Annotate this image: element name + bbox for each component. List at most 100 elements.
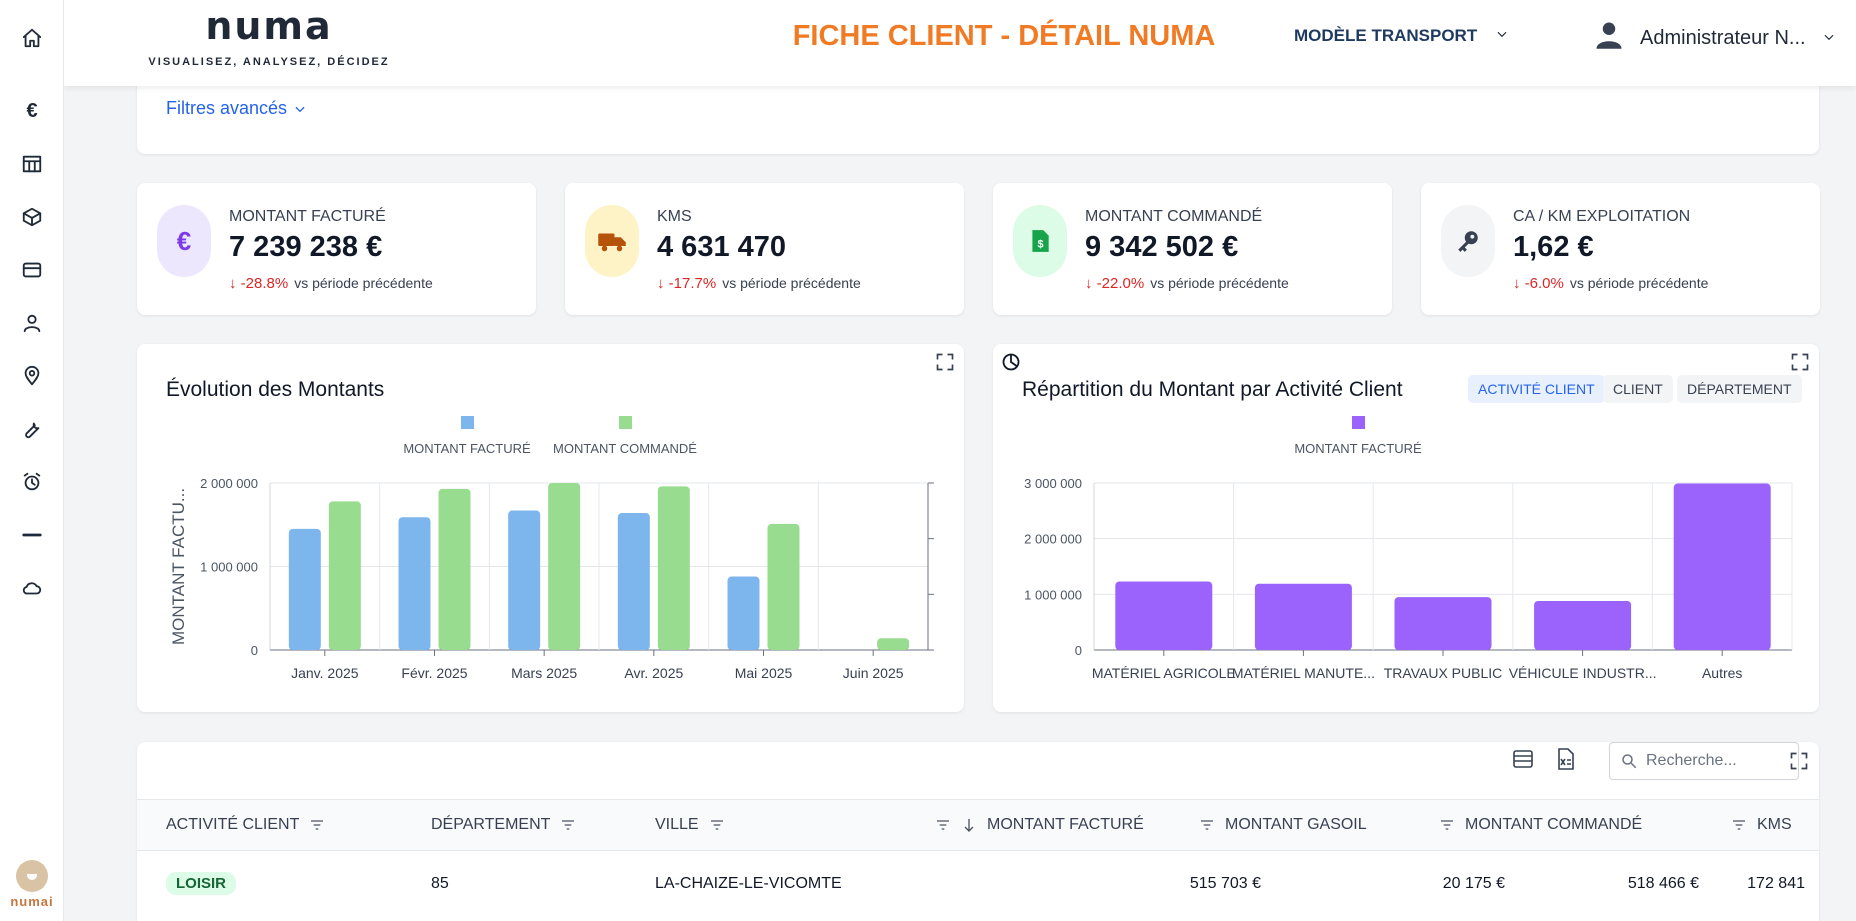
cell-departement: 85: [431, 875, 449, 892]
logo-word: numa: [205, 4, 333, 48]
chevron-down-icon: [1822, 27, 1836, 50]
page-title: FICHE CLIENT - DÉTAIL NUMA: [792, 20, 1216, 52]
advanced-filters-label: Filtres avancés: [166, 98, 288, 118]
kpi-value: 9 342 502 €: [1085, 231, 1239, 263]
euro-icon: €: [157, 205, 211, 277]
kpi-label: KMS: [657, 208, 692, 225]
chip-activite-client[interactable]: ACTIVITÉ CLIENT: [1468, 375, 1605, 403]
search-input[interactable]: [1646, 752, 1786, 770]
euro-icon[interactable]: €: [26, 99, 38, 122]
col-label: MONTANT GASOIL: [1225, 816, 1367, 833]
expand-icon[interactable]: [935, 352, 955, 372]
chip-departement[interactable]: DÉPARTEMENT: [1677, 375, 1802, 403]
legend-item-facture[interactable]: MONTANT FACTURÉ: [397, 416, 537, 456]
legend-swatch: [1351, 416, 1365, 429]
home-icon[interactable]: [14, 20, 50, 56]
expand-icon[interactable]: [1790, 352, 1810, 372]
filter-icon[interactable]: [1199, 817, 1215, 833]
filter-icon[interactable]: [709, 817, 725, 833]
col-montant-gasoil[interactable]: MONTANT GASOIL: [1199, 816, 1367, 834]
cell-montant-gasoil: 20 175 €: [1442, 875, 1505, 892]
table-icon[interactable]: [14, 146, 50, 182]
col-montant-facture[interactable]: MONTANT FACTURÉ: [935, 816, 1144, 834]
kpi-card-ca-km: CA / KM EXPLOITATION 1,62 € ↓ -6.0% vs pé…: [1421, 183, 1820, 315]
mascot-label: numai: [10, 894, 54, 909]
kpi-trend-value: -22.0%: [1096, 275, 1145, 292]
col-ville[interactable]: VILLE: [655, 816, 725, 834]
user-name: Administrateur N...: [1640, 26, 1806, 49]
minus-icon[interactable]: [14, 517, 50, 553]
kpi-value: 4 631 470: [657, 231, 787, 263]
filter-icon[interactable]: [1439, 817, 1455, 833]
chevron-down-icon: [1495, 26, 1509, 46]
col-activite-client[interactable]: ACTIVITÉ CLIENT: [166, 816, 325, 834]
filter-icon[interactable]: [309, 817, 325, 833]
wrench-icon[interactable]: [14, 411, 50, 447]
model-select[interactable]: MODÈLE TRANSPORT: [1294, 26, 1509, 46]
numa-logo[interactable]: numa VISUALISEZ, ANALYSEZ, DÉCIDEZ: [144, 4, 394, 68]
activity-tag: LOISIR: [166, 872, 237, 895]
search-icon: [1622, 754, 1637, 769]
chevron-down-icon: [295, 106, 305, 112]
chart-title: Évolution des Montants: [166, 378, 385, 401]
kpi-trend-caption: vs période précédente: [294, 275, 433, 291]
filter-icon[interactable]: [560, 817, 576, 833]
invoice-icon: $: [1013, 205, 1067, 277]
filter-icon[interactable]: [935, 817, 951, 833]
kpi-label: MONTANT COMMANDÉ: [1085, 208, 1263, 225]
assistant-mascot[interactable]: numai: [8, 846, 56, 914]
top-header: numa VISUALISEZ, ANALYSEZ, DÉCIDEZ FICHE…: [64, 0, 1856, 86]
legend-label: MONTANT FACTURÉ: [403, 441, 531, 456]
legend-swatch: [460, 416, 474, 429]
location-icon[interactable]: [14, 358, 50, 394]
kpi-trend-value: -28.8%: [240, 275, 289, 292]
columns-icon[interactable]: [1511, 747, 1537, 773]
kpi-label: CA / KM EXPLOITATION: [1513, 208, 1691, 225]
cell-kms: 172 841: [1747, 875, 1805, 892]
kpi-trend-caption: vs période précédente: [1150, 275, 1289, 291]
col-label: MONTANT FACTURÉ: [987, 816, 1144, 833]
chart-card-evolution: Évolution des Montants MONTANT FACTURÉ M…: [137, 344, 964, 712]
table-search[interactable]: [1609, 742, 1799, 780]
col-label: ACTIVITÉ CLIENT: [166, 816, 300, 833]
alarm-icon[interactable]: [14, 464, 50, 500]
chip-client[interactable]: CLIENT: [1603, 375, 1673, 403]
truck-icon: [585, 205, 639, 277]
filter-icon[interactable]: [1731, 817, 1747, 833]
advanced-filters-toggle[interactable]: Filtres avancés: [166, 98, 307, 119]
legend-label: MONTANT COMMANDÉ: [553, 441, 697, 456]
chart-title: Répartition du Montant par Activité Clie…: [1022, 378, 1403, 401]
col-label: KMS: [1757, 816, 1792, 833]
user-avatar-icon: [1594, 20, 1624, 56]
user-icon[interactable]: [14, 305, 50, 341]
kpi-trend: ↓ -28.8% vs période précédente: [229, 275, 433, 292]
col-montant-commande[interactable]: MONTANT COMMANDÉ: [1439, 816, 1642, 834]
legend-swatch: [618, 416, 632, 429]
kpi-card-montant-commande: $ MONTANT COMMANDÉ 9 342 502 € ↓ -22.0% v…: [993, 183, 1392, 315]
expand-icon[interactable]: [1789, 751, 1809, 771]
kpi-trend: ↓ -22.0% vs période précédente: [1085, 275, 1289, 292]
box-icon[interactable]: [14, 199, 50, 235]
data-table-card: ACTIVITÉ CLIENT DÉPARTEMENT VILLE MONTAN…: [137, 742, 1819, 921]
legend-item-commande[interactable]: MONTANT COMMANDÉ: [545, 416, 705, 456]
kpi-value: 7 239 238 €: [229, 231, 383, 263]
kpi-value: 1,62 €: [1513, 231, 1594, 263]
card-icon[interactable]: [14, 252, 50, 288]
table-header: ACTIVITÉ CLIENT DÉPARTEMENT VILLE MONTAN…: [137, 799, 1819, 851]
kpi-card-montant-facture: € MONTANT FACTURÉ 7 239 238 € ↓ -28.8% vs…: [137, 183, 536, 315]
sort-desc-icon[interactable]: [961, 817, 977, 833]
kpi-trend-caption: vs période précédente: [722, 275, 861, 291]
col-departement[interactable]: DÉPARTEMENT: [431, 816, 576, 834]
legend-item-facture[interactable]: MONTANT FACTURÉ: [1283, 416, 1433, 456]
mascot-face-icon: [16, 860, 48, 892]
kpi-trend: ↓ -6.0% vs période précédente: [1513, 275, 1709, 292]
cloud-icon[interactable]: [14, 570, 50, 606]
model-select-value: MODÈLE TRANSPORT: [1294, 26, 1478, 45]
cell-ville: LA-CHAIZE-LE-VICOMTE: [655, 875, 842, 892]
logo-tagline: VISUALISEZ, ANALYSEZ, DÉCIDEZ: [148, 56, 390, 68]
pie-chart-icon[interactable]: [1001, 352, 1021, 377]
col-label: VILLE: [655, 816, 699, 833]
user-menu[interactable]: Administrateur N...: [1594, 20, 1836, 56]
col-kms[interactable]: KMS: [1731, 816, 1792, 834]
xlsx-export-icon[interactable]: [1553, 747, 1579, 773]
